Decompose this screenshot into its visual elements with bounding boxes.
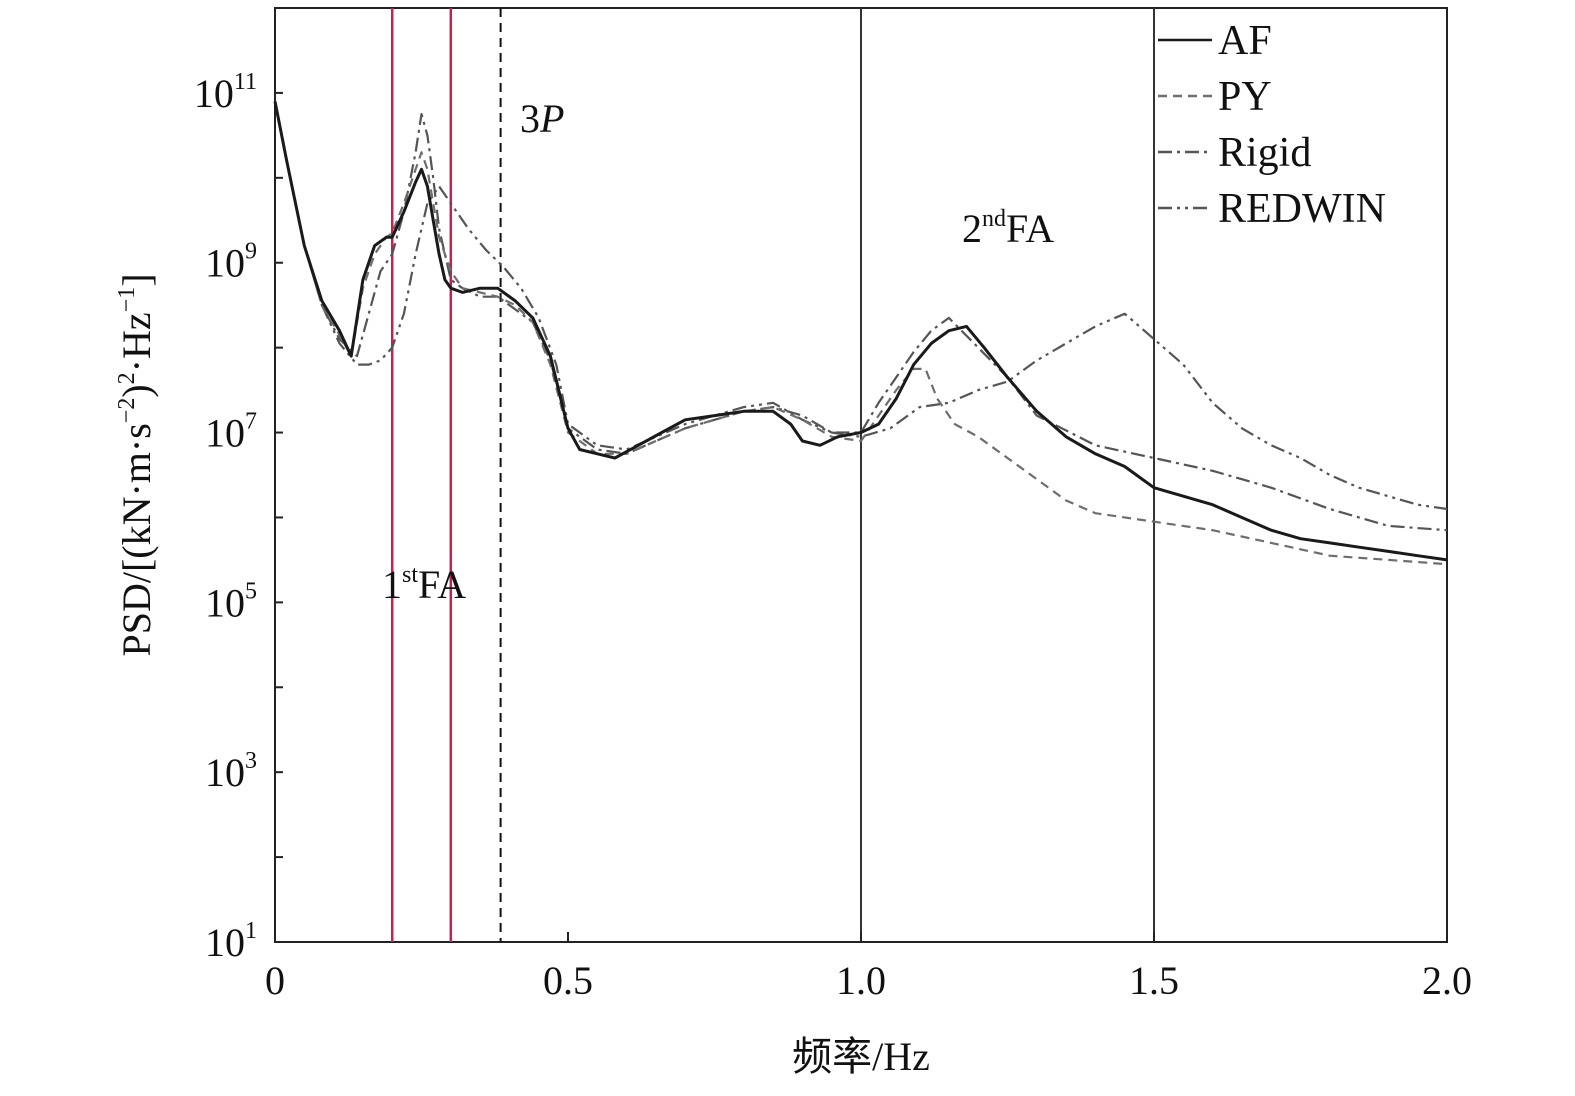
x-tick-label-1: 0.5 bbox=[543, 958, 593, 1003]
annotation-1st-fa: 1stFA bbox=[382, 562, 466, 607]
annotation-1st-fa-num: 1 bbox=[382, 562, 402, 607]
y-tick-label-exp: 7 bbox=[245, 409, 257, 435]
legend-label-af: AF bbox=[1218, 18, 1272, 64]
legend: AF PY Rigid REDWIN bbox=[1158, 18, 1386, 232]
series-line-af bbox=[273, 101, 1448, 562]
x-tick-label-0: 0 bbox=[265, 958, 285, 1003]
y-tick-label-base: 10 bbox=[194, 71, 234, 116]
y-axis-label: PSD/[(kN·m·s−2)2·Hz−1] bbox=[114, 273, 159, 656]
y-tick-label-2: 105 bbox=[205, 578, 257, 625]
annotation-3p-italic: P bbox=[539, 96, 564, 141]
y-axis-label-mid: ) bbox=[114, 384, 159, 397]
y-tick-label-base: 10 bbox=[205, 920, 245, 965]
y-tick-label-4: 109 bbox=[205, 239, 257, 286]
y-tick-label-exp: 3 bbox=[245, 748, 257, 774]
annotation-1st-fa-sup: st bbox=[402, 562, 418, 588]
legend-label-rigid: Rigid bbox=[1218, 130, 1311, 176]
y-axis-label-close: ] bbox=[114, 273, 159, 286]
y-tick-label-exp: 11 bbox=[234, 69, 257, 95]
x-axis-label: 频率/Hz bbox=[792, 1034, 930, 1079]
annotation-2nd-fa: 2ndFA bbox=[962, 206, 1054, 251]
y-tick-label-base: 10 bbox=[205, 750, 245, 795]
y-tick-label-1: 103 bbox=[205, 748, 257, 795]
y-tick-label-base: 10 bbox=[205, 580, 245, 625]
y-tick-label-exp: 9 bbox=[245, 239, 257, 265]
series-layer bbox=[273, 101, 1448, 566]
legend-label-py: PY bbox=[1218, 74, 1272, 120]
legend-label-redwin: REDWIN bbox=[1218, 186, 1386, 232]
y-tick-label-0: 101 bbox=[205, 918, 257, 965]
y-tick-label-exp: 5 bbox=[245, 578, 257, 604]
reference-lines-layer bbox=[390, 8, 1155, 942]
y-tick-label-exp: 1 bbox=[245, 918, 257, 944]
annotation-3p: 3P bbox=[520, 96, 564, 141]
y-axis-label-exp1: −2 bbox=[114, 398, 140, 424]
x-tick-label-4: 2.0 bbox=[1422, 958, 1472, 1003]
y-axis-label-base: PSD/[(kN·m·s bbox=[114, 423, 159, 656]
y-axis-label-exp3: −1 bbox=[114, 287, 140, 313]
y-tick-label-base: 10 bbox=[205, 411, 245, 456]
y-axis-label-end: ·Hz bbox=[114, 312, 159, 372]
annotation-1st-fa-text: FA bbox=[418, 562, 466, 607]
annotation-2nd-fa-sup: nd bbox=[982, 206, 1006, 232]
y-axis-label-exp2: 2 bbox=[114, 372, 140, 384]
annotation-3p-num: 3 bbox=[520, 96, 540, 141]
x-tick-label-3: 1.5 bbox=[1129, 958, 1179, 1003]
y-tick-label-3: 107 bbox=[205, 409, 257, 456]
y-tick-label-base: 10 bbox=[205, 241, 245, 286]
annotation-2nd-fa-num: 2 bbox=[962, 206, 982, 251]
annotation-2nd-fa-text: FA bbox=[1006, 206, 1054, 251]
y-tick-label-5: 1011 bbox=[194, 69, 257, 116]
x-tick-label-2: 1.0 bbox=[836, 958, 886, 1003]
